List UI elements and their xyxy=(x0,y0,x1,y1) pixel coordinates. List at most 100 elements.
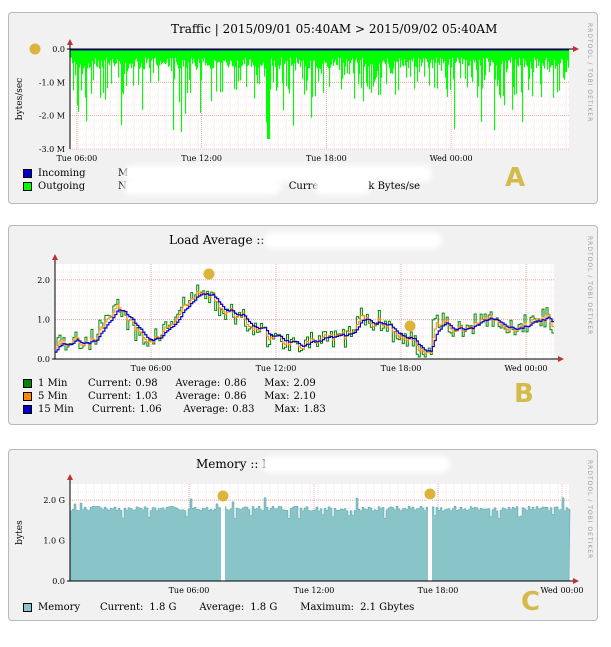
outgoing-bar xyxy=(414,49,416,89)
outgoing-bar xyxy=(443,49,445,64)
outgoing-bar xyxy=(151,49,153,61)
average-label: Average: xyxy=(175,378,221,389)
outgoing-bar xyxy=(487,49,489,59)
outgoing-bar xyxy=(242,49,244,66)
x-axis-arrow xyxy=(558,356,564,362)
outgoing-bar xyxy=(187,49,189,94)
outgoing-bar xyxy=(195,49,197,67)
outgoing-bar xyxy=(406,49,408,78)
outgoing-bar xyxy=(550,49,552,68)
outgoing-bar xyxy=(223,49,225,61)
outgoing-bar xyxy=(528,49,530,91)
outgoing-bar xyxy=(396,49,398,62)
outgoing-bar xyxy=(235,49,237,68)
outgoing-bar xyxy=(219,49,221,63)
outgoing-bar xyxy=(116,49,118,64)
outgoing-bar xyxy=(279,49,281,70)
outgoing-bar xyxy=(245,49,247,58)
outgoing-bar xyxy=(281,49,283,58)
outgoing-bar xyxy=(451,49,453,68)
outgoing-bar xyxy=(338,49,340,58)
outgoing-bar xyxy=(466,49,468,60)
outgoing-bar xyxy=(496,49,498,66)
outgoing-bar xyxy=(428,49,430,68)
outgoing-bar xyxy=(363,49,365,102)
outgoing-bar xyxy=(405,49,407,66)
outgoing-bar xyxy=(203,49,205,62)
incoming-label: Incoming xyxy=(38,168,86,179)
outgoing-bar xyxy=(171,49,173,72)
outgoing-bar xyxy=(99,49,101,69)
outgoing-bar xyxy=(175,49,177,59)
outgoing-bar xyxy=(263,49,265,63)
outgoing-bar xyxy=(562,49,564,60)
traffic-title: Traffic | 2015/09/01 05:40AM > 2015/09/0… xyxy=(171,22,498,36)
outgoing-bar xyxy=(183,49,185,67)
annotation-marker xyxy=(424,488,436,500)
outgoing-bar xyxy=(566,49,568,72)
outgoing-bar xyxy=(564,49,566,80)
outgoing-bar xyxy=(76,49,78,65)
outgoing-bar xyxy=(81,49,83,91)
y-tick-label: -3.0 M xyxy=(39,145,65,154)
traffic-panel: Traffic | 2015/09/01 05:40AM > 2015/09/0… xyxy=(8,12,598,204)
outgoing-bar xyxy=(287,49,289,61)
outgoing-bar xyxy=(75,49,77,76)
memory-title-text: Memory :: l xyxy=(196,457,267,471)
outgoing-bar xyxy=(163,49,165,62)
y-axis-arrow xyxy=(52,254,58,260)
outgoing-bar xyxy=(515,49,517,60)
memory-panel: Memory :: l RRDTOOL / TOBI OETIKER bytes… xyxy=(8,449,598,621)
outgoing-bar xyxy=(460,49,462,79)
x-tick-label: Tue 12:00 xyxy=(294,586,335,595)
outgoing-bar xyxy=(333,49,335,66)
outgoing-bar xyxy=(167,49,169,59)
x-tick-label: Wed 00:00 xyxy=(504,364,547,373)
outgoing-bar xyxy=(172,49,174,59)
outgoing-bar xyxy=(106,49,108,58)
outgoing-bar xyxy=(332,49,334,60)
outgoing-bar xyxy=(469,49,471,66)
annotation-marker xyxy=(203,268,215,280)
outgoing-bar xyxy=(339,49,341,70)
x-tick-label: Wed 00:00 xyxy=(430,154,473,163)
outgoing-bar xyxy=(426,49,428,60)
panel-badge-b: B xyxy=(514,379,534,409)
outgoing-bar xyxy=(122,49,124,93)
outgoing-bar xyxy=(131,49,133,68)
outgoing-bar xyxy=(137,49,139,62)
outgoing-bar xyxy=(319,49,321,69)
outgoing-bar xyxy=(456,49,458,62)
outgoing-bar xyxy=(489,49,491,73)
outgoing-bar xyxy=(237,49,239,61)
outgoing-bar xyxy=(322,49,324,64)
outgoing-bar xyxy=(126,49,128,86)
outgoing-bar xyxy=(216,49,218,92)
outgoing-bar xyxy=(544,49,546,69)
outgoing-bar xyxy=(431,49,433,60)
outgoing-bar xyxy=(250,49,252,60)
1min-current: 0.98 xyxy=(135,378,158,389)
outgoing-bar xyxy=(164,49,166,63)
outgoing-bar xyxy=(158,49,160,82)
outgoing-bar xyxy=(377,49,379,72)
outgoing-bar xyxy=(427,49,429,62)
outgoing-bar xyxy=(128,49,130,69)
outgoing-bar xyxy=(200,49,202,113)
outgoing-bar xyxy=(277,49,279,88)
outgoing-bar xyxy=(146,49,148,64)
outgoing-bar xyxy=(449,49,451,59)
outgoing-bar xyxy=(516,49,518,95)
outgoing-bar xyxy=(255,49,257,67)
outgoing-bar xyxy=(354,49,356,99)
outgoing-bar xyxy=(315,49,317,97)
outgoing-bar xyxy=(98,49,100,61)
outgoing-bar xyxy=(227,49,229,66)
max-label: Max: xyxy=(264,378,290,389)
outgoing-bar xyxy=(256,49,258,76)
outgoing-bar xyxy=(529,49,531,80)
outgoing-bar xyxy=(224,49,226,62)
outgoing-bar xyxy=(251,49,253,67)
outgoing-bar xyxy=(210,49,212,69)
outgoing-bar xyxy=(248,49,250,66)
